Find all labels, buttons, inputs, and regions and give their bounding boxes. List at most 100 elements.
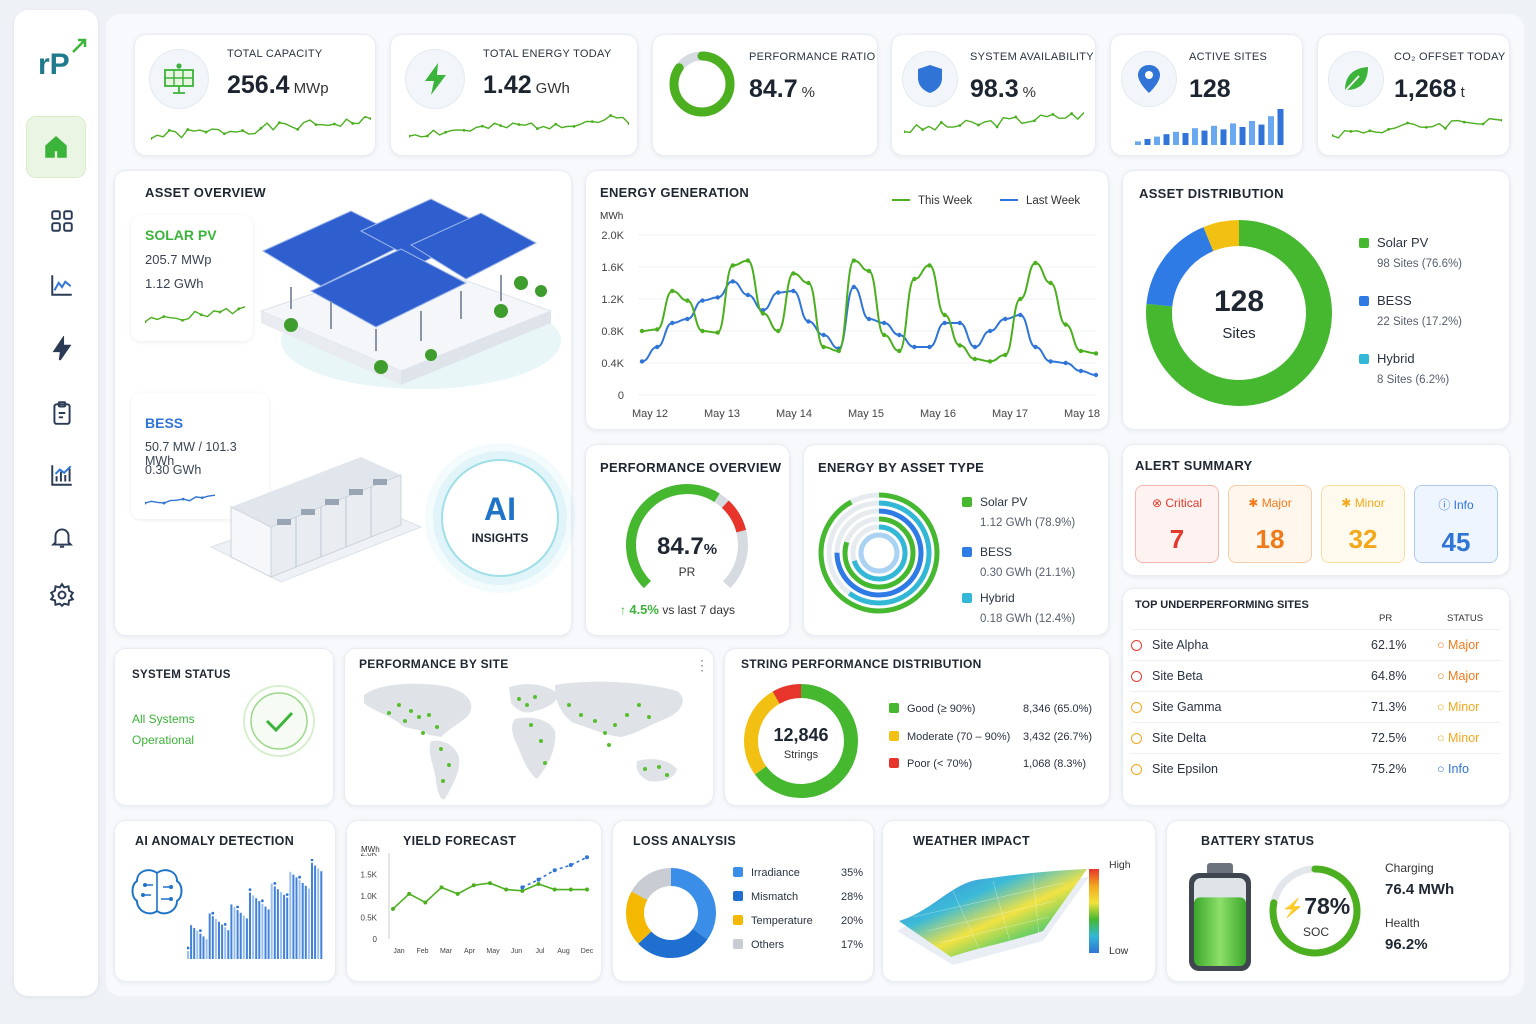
legend-solar[interactable]: Solar PV 1.12 GWh (78.9%): [962, 495, 1075, 529]
legend-hybrid[interactable]: Hybrid 0.18 GWh (12.4%): [962, 591, 1075, 625]
site-status: Info: [1448, 762, 1469, 777]
legend-moderate[interactable]: Moderate (70 – 90%): [889, 731, 1010, 743]
x-tick-label: May: [486, 948, 500, 955]
home-icon: [45, 135, 67, 158]
legend-this-week[interactable]: This Week: [892, 195, 972, 207]
data-point: [806, 280, 811, 286]
weather-heatmap-surface[interactable]: [893, 861, 1093, 971]
kpi-active-sites[interactable]: ACTIVE SITES 128: [1110, 34, 1303, 156]
nav-dashboard[interactable]: [40, 199, 84, 243]
nav-home[interactable]: [26, 116, 86, 178]
kpi-system-availability[interactable]: SYSTEM AVAILABILITY 98.3%: [891, 34, 1096, 156]
site-name: Site Delta: [1152, 731, 1207, 745]
ring-segment: [850, 524, 908, 582]
actual-point: [391, 906, 395, 911]
pr-gauge[interactable]: [612, 483, 762, 603]
alert-minor[interactable]: ✱ Minor 32: [1321, 485, 1405, 563]
world-map[interactable]: [359, 675, 699, 805]
anomaly-bar: [261, 903, 264, 959]
nav-analytics[interactable]: [40, 263, 84, 307]
brand-logo[interactable]: rP: [38, 38, 87, 82]
actual-point: [504, 887, 509, 892]
data-point: [745, 292, 751, 298]
asset-distribution-donut[interactable]: [1139, 213, 1339, 413]
loss-legend-item[interactable]: Others 17%: [733, 939, 863, 951]
site-status: Major: [1448, 638, 1480, 652]
alert-info[interactable]: ⓘ Info 45: [1414, 485, 1498, 563]
legend-sub: 0.30 GWh (21.1%): [980, 567, 1076, 579]
nav-reports[interactable]: [40, 391, 84, 435]
scale-low-label: Low: [1109, 945, 1129, 957]
nav-settings[interactable]: [40, 573, 84, 617]
solar-summary[interactable]: SOLAR PV 205.7 MWp 1.12 GWh: [131, 215, 253, 341]
kpi-unit: GWh: [535, 80, 570, 97]
anomaly-bar: [301, 883, 304, 959]
brain-icon: [131, 869, 183, 915]
legend-name: Mismatch: [751, 891, 799, 903]
data-point: [760, 311, 766, 316]
site-bar: [1239, 127, 1246, 145]
site-status-dot: [1131, 764, 1142, 776]
soc-ring[interactable]: [1265, 861, 1365, 961]
legend-hybrid[interactable]: Hybrid 8 Sites (6.2%): [1359, 351, 1449, 386]
legend-last-week[interactable]: Last Week: [1000, 195, 1080, 207]
loss-legend-item[interactable]: Mismatch 28%: [733, 891, 863, 903]
data-point: [1018, 312, 1023, 318]
ai-insights-button[interactable]: AI INSIGHTS: [441, 459, 559, 577]
string-performance-slice: [754, 684, 858, 798]
kpi-total-energy[interactable]: TOTAL ENERGY TODAY 1.42 GWh: [390, 34, 638, 156]
alert-icon: ✱: [1248, 496, 1259, 510]
actual-point: [439, 885, 444, 890]
legend-good[interactable]: Good (≥ 90%): [889, 703, 975, 715]
table-row[interactable]: Site Alpha 62.1% ○ Major: [1131, 629, 1501, 661]
sparkline-point: [627, 122, 629, 125]
sparkline-point: [409, 134, 411, 138]
yield-forecast-card: YIELD FORECAST MWh 2.0K 1.5K 1.0K 0.5K 0 Jan F…: [346, 820, 602, 982]
table-row[interactable]: Site Delta 72.5% ○ Minor: [1131, 722, 1501, 754]
legend-solar[interactable]: Solar PV 98 Sites (76.6%): [1359, 235, 1462, 270]
alert-major[interactable]: ✱ Major 18: [1228, 485, 1312, 563]
ring-segment: [858, 532, 900, 574]
loss-legend-item[interactable]: Temperature 20%: [733, 915, 863, 927]
energy-type-rings[interactable]: [814, 491, 944, 621]
energy-generation-chart[interactable]: 2.0K 1.6K 1.2K 0.8K 0.4K 0 May 12 May 13 May 14 M…: [586, 211, 1110, 431]
charging-label: Charging: [1385, 861, 1434, 875]
nav-energy[interactable]: [40, 327, 84, 371]
kpi-co2-offset[interactable]: CO₂ OFFSET TODAY 1,268 t: [1317, 34, 1510, 156]
legend-bess[interactable]: BESS 0.30 GWh (21.1%): [962, 545, 1075, 579]
anomaly-bar: [289, 871, 292, 959]
anomaly-bar: [252, 895, 255, 959]
anomaly-bar: [286, 897, 289, 959]
forecast-point: [585, 855, 589, 860]
actual-line: [392, 882, 587, 910]
kpi-label: TOTAL ENERGY TODAY: [483, 48, 612, 60]
nav-alerts[interactable]: [40, 515, 84, 559]
x-tick-label: Dec: [581, 948, 594, 955]
x-tick-label: Jan: [393, 948, 404, 955]
table-row[interactable]: Site Beta 64.8% ○ Major: [1131, 660, 1501, 692]
bess-summary[interactable]: BESS 50.7 MW / 101.3 MWh 0.30 GWh: [131, 393, 269, 519]
data-point: [851, 284, 857, 290]
column-header-status: STATUS: [1447, 613, 1484, 624]
anomaly-bars[interactable]: [187, 859, 327, 959]
legend-name: Irradiance: [751, 867, 800, 879]
table-row[interactable]: Site Gamma 71.3% ○ Minor: [1131, 691, 1501, 723]
anomaly-bar: [270, 883, 273, 959]
legend-poor[interactable]: Poor (< 70%): [889, 758, 972, 770]
sites-table: Site Alpha 62.1% ○ Major Site Beta 64.8% ○ Ma…: [1131, 629, 1501, 785]
yield-forecast-chart[interactable]: 2.0K 1.5K 1.0K 0.5K 0 Jan Feb Mar Apr May Jun Jul Au…: [347, 853, 603, 983]
more-menu-icon[interactable]: ⋮: [695, 657, 709, 673]
string-performance-donut[interactable]: [739, 679, 863, 803]
kpi-unit: t: [1460, 84, 1465, 101]
table-row[interactable]: Site Epsilon 75.2% ○ Info: [1131, 753, 1501, 785]
loss-legend-item[interactable]: Irradiance 35%: [733, 867, 863, 879]
legend-bess[interactable]: BESS 22 Sites (17.2%): [1359, 293, 1462, 328]
alert-critical[interactable]: ⊗ Critical 7: [1135, 485, 1219, 563]
kpi-total-capacity[interactable]: TOTAL CAPACITY 256.4 MWp: [134, 34, 376, 156]
loss-analysis-donut[interactable]: [625, 867, 717, 959]
kpi-performance-ratio[interactable]: PERFORMANCE RATIO 84.7%: [652, 34, 878, 156]
nav-statistics[interactable]: [40, 453, 84, 497]
anomaly-bar: [304, 885, 307, 959]
site-bar: [1192, 128, 1198, 145]
data-point: [1078, 348, 1084, 354]
